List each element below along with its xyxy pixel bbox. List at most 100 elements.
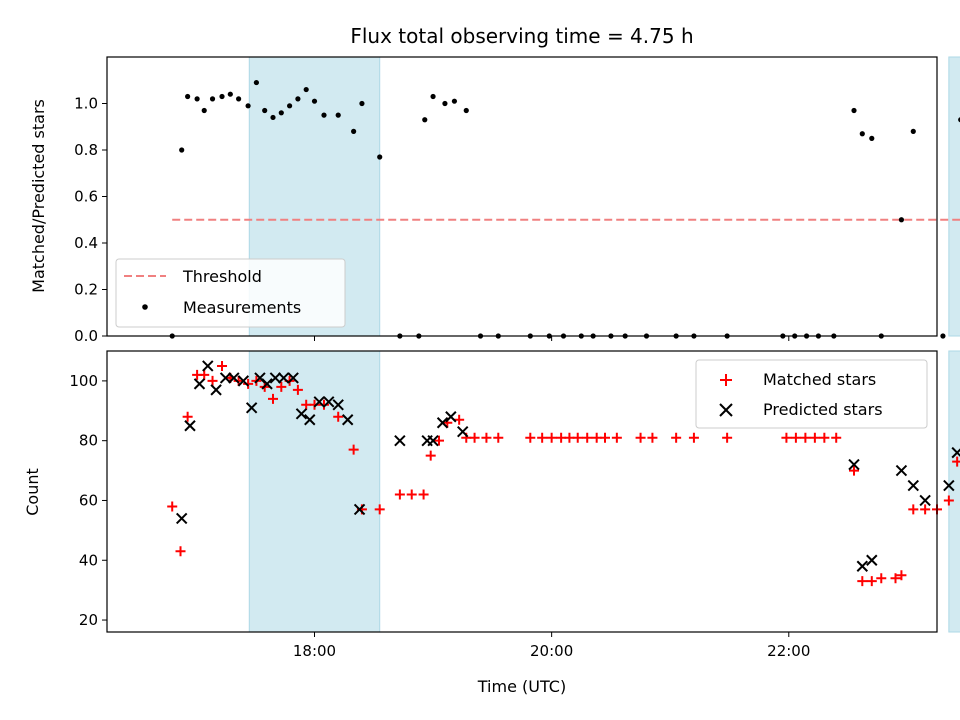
matched-star-point (831, 432, 842, 443)
measurement-point (451, 98, 458, 104)
measurement-point (463, 107, 469, 114)
top-legend: Threshold Measurements (115, 258, 346, 328)
matched-star-point (876, 573, 887, 584)
measurement-point (236, 96, 242, 102)
measurement-point (227, 91, 233, 97)
matched-star-point (572, 432, 583, 443)
predicted-star-point (341, 414, 354, 426)
shaded-span (948, 350, 960, 633)
measurement-point (442, 100, 448, 107)
measurement-point (311, 98, 318, 104)
matched-star-point (819, 432, 830, 443)
matched-star-point (199, 369, 210, 380)
matched-star-point (217, 360, 228, 371)
y-tick-label: 100 (69, 372, 98, 390)
predicted-star-point (427, 434, 439, 447)
measurement-point (430, 93, 436, 100)
predicted-star-point (287, 372, 299, 384)
legend-measurements-swatch (142, 304, 148, 310)
matched-star-point (175, 546, 186, 557)
measurement-point (179, 147, 185, 153)
matched-star-point (348, 444, 359, 455)
predicted-star-point (313, 396, 325, 408)
matched-star-point (425, 450, 436, 461)
predicted-star-point (457, 426, 469, 438)
predicted-star-point (261, 378, 273, 390)
x-tick-label: 18:00 (293, 642, 336, 660)
measurement-point (287, 103, 293, 109)
x-tick-label: 22:00 (767, 642, 810, 660)
predicted-star-point (951, 446, 960, 459)
matched-star-point (896, 570, 907, 581)
legend-matched-label: Matched stars (763, 370, 876, 389)
x-axis-label: Time (UTC) (477, 677, 566, 696)
predicted-star-point (907, 479, 919, 492)
matched-star-point (374, 504, 385, 515)
measurement-point (270, 114, 276, 121)
bottom-legend: Matched stars Predicted stars (695, 359, 928, 429)
predicted-star-point (856, 560, 869, 572)
predicted-star-point (943, 479, 955, 492)
measurement-point (245, 103, 251, 109)
top-legend-box (115, 258, 346, 328)
matched-star-point (525, 432, 536, 443)
top-y-axis-label: Matched/Predicted stars (29, 99, 48, 293)
matched-star-point (268, 393, 278, 404)
matched-star-point (434, 435, 444, 446)
predicted-star-point (919, 494, 931, 507)
measurement-point (869, 135, 875, 141)
measurement-point (851, 107, 857, 114)
predicted-star-point (269, 372, 282, 384)
matched-star-point (292, 384, 303, 395)
measurement-point (321, 112, 327, 118)
matched-star-point (582, 432, 593, 443)
predicted-star-point (394, 434, 406, 447)
matched-star-point (243, 378, 254, 389)
shaded-span (948, 56, 960, 337)
matched-star-point (207, 375, 218, 386)
predicted-star-point (202, 360, 214, 372)
matched-star-point (781, 432, 792, 443)
y-tick-label: 0.8 (74, 141, 98, 159)
y-tick-label: 20 (79, 611, 98, 629)
matched-star-point (809, 432, 820, 443)
predicted-star-point (228, 372, 240, 384)
matched-star-point (920, 504, 931, 515)
measurement-point (335, 112, 341, 118)
predicted-star-point (445, 411, 457, 423)
predicted-star-point (332, 399, 344, 411)
matched-star-point (394, 489, 405, 500)
measurement-point (262, 107, 268, 114)
matched-star-point (671, 432, 682, 443)
measurement-point (910, 128, 916, 134)
bottom-legend-box (695, 359, 928, 429)
legend-matched-swatch (720, 374, 732, 386)
matched-star-point (546, 432, 557, 443)
axes-frame (106, 350, 938, 633)
predicted-star-point (175, 512, 188, 525)
measurement-point (253, 79, 259, 86)
matched-star-point (600, 432, 610, 443)
matched-star-point (647, 432, 658, 443)
bottom-y-axis: 20 40 60 80 100 (69, 372, 107, 629)
predicted-star-point (848, 458, 860, 471)
measurement-point (422, 117, 428, 123)
matched-star-point (790, 432, 801, 443)
legend-threshold-label: Threshold (182, 267, 262, 286)
shaded-span (248, 350, 381, 633)
predicted-star-point (219, 372, 232, 384)
measurement-point (278, 110, 284, 116)
matched-star-point (890, 573, 901, 584)
predicted-star-point (193, 378, 206, 390)
y-tick-label: 1.0 (74, 95, 98, 113)
matched-star-point (309, 399, 320, 410)
predicted-star-point (436, 417, 449, 429)
predicted-star-point (895, 464, 908, 477)
matched-star-point (611, 432, 622, 443)
y-tick-label: 0.0 (74, 327, 98, 345)
measurement-point (898, 217, 905, 223)
matched-star-point (722, 432, 733, 443)
measurement-point (940, 333, 946, 339)
